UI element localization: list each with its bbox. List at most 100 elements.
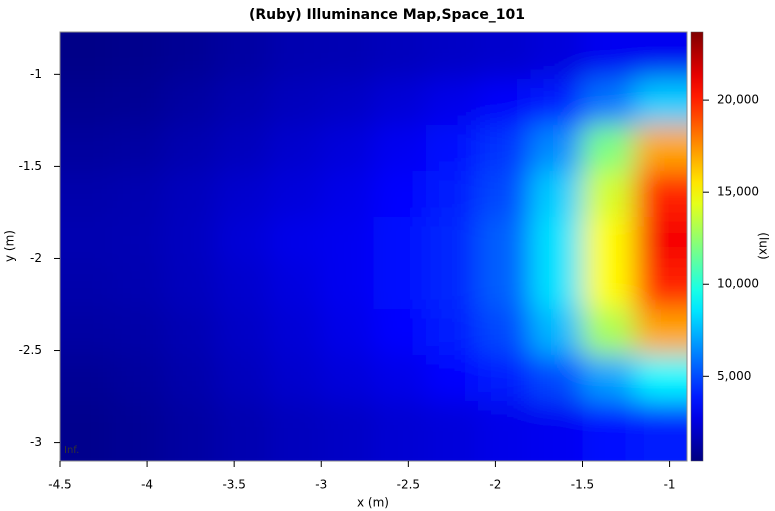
heatmap-cell bbox=[60, 355, 113, 402]
heatmap-cell bbox=[164, 401, 218, 461]
heatmap-cell bbox=[425, 32, 479, 80]
colorbar-tick-label: 5,000 bbox=[717, 369, 751, 383]
colorbar bbox=[690, 31, 704, 462]
heatmap-cell bbox=[582, 355, 636, 402]
heatmap-cell bbox=[478, 217, 531, 264]
x-tick-label: -2 bbox=[489, 478, 501, 492]
heatmap-cell bbox=[321, 124, 374, 172]
heatmap-cell bbox=[164, 78, 218, 126]
heatmap-cell bbox=[634, 263, 687, 310]
heatmap-cell bbox=[530, 32, 583, 80]
heatmap-cell bbox=[582, 309, 636, 356]
y-axis-label: y (m) bbox=[3, 230, 17, 262]
heatmap-cell bbox=[425, 355, 479, 402]
heatmap-cell bbox=[634, 355, 687, 402]
x-axis-label: x (m) bbox=[357, 496, 389, 510]
heatmap-cell bbox=[321, 355, 374, 402]
heatmap-cell bbox=[425, 401, 479, 461]
x-tick-label: -2.5 bbox=[397, 478, 420, 492]
heatmap-cell bbox=[164, 309, 218, 356]
heatmap-cell bbox=[582, 78, 636, 126]
heatmap-cell bbox=[373, 309, 427, 356]
heatmap-cell bbox=[269, 217, 322, 264]
annotation: Inf. bbox=[64, 445, 79, 456]
heatmap-cell bbox=[373, 171, 427, 218]
heatmap-cell bbox=[216, 217, 270, 264]
heatmap-cell bbox=[216, 401, 270, 461]
x-tick-label: -3.5 bbox=[222, 478, 245, 492]
heatmap-cell bbox=[216, 32, 270, 80]
heatmap-cell bbox=[112, 32, 165, 80]
heatmap-cell bbox=[269, 401, 322, 461]
heatmap-cell bbox=[60, 401, 113, 461]
heatmap-cell bbox=[112, 309, 165, 356]
heatmap-cell bbox=[425, 171, 479, 218]
colorbar-tick-label: 20,000 bbox=[717, 93, 759, 107]
heatmap-cell bbox=[634, 309, 687, 356]
heatmap-cell bbox=[60, 171, 113, 218]
heatmap-cell bbox=[112, 78, 165, 126]
heatmap-cell bbox=[582, 217, 636, 264]
heatmap-cell bbox=[60, 309, 113, 356]
heatmap-cell bbox=[582, 401, 636, 461]
heatmap-cell bbox=[425, 263, 479, 310]
x-tick-label: -3 bbox=[315, 478, 327, 492]
heatmap-cell bbox=[373, 217, 427, 264]
heatmap-cell bbox=[216, 124, 270, 172]
heatmap-cell bbox=[634, 124, 687, 172]
heatmap-cell bbox=[216, 171, 270, 218]
plot-frame bbox=[59, 31, 688, 462]
heatmap-cell bbox=[478, 309, 531, 356]
x-tick-label: -4.5 bbox=[48, 478, 71, 492]
heatmap-cells bbox=[60, 32, 687, 461]
heatmap-cell bbox=[634, 217, 687, 264]
heatmap-cell bbox=[478, 263, 531, 310]
heatmap-cell bbox=[373, 263, 427, 310]
heatmap-cell bbox=[112, 171, 165, 218]
heatmap-cell bbox=[373, 401, 427, 461]
chart-title: (Ruby) Illuminance Map,Space_101 bbox=[249, 7, 525, 23]
heatmap-cell bbox=[269, 171, 322, 218]
heatmap-cell bbox=[112, 401, 165, 461]
x-tick-label: -1.5 bbox=[571, 478, 594, 492]
heatmap-cell bbox=[60, 263, 113, 310]
heatmap-cell bbox=[269, 32, 322, 80]
heatmap-cell bbox=[269, 355, 322, 402]
heatmap-cell bbox=[164, 217, 218, 264]
heatmap-cell bbox=[582, 263, 636, 310]
heatmap-cell bbox=[634, 401, 687, 461]
heatmap-cell bbox=[60, 32, 113, 80]
x-tick-label: -4 bbox=[141, 478, 153, 492]
y-tick-label: -2 bbox=[30, 251, 42, 265]
heatmap-cell bbox=[321, 171, 374, 218]
heatmap-cell bbox=[112, 263, 165, 310]
heatmap-cell bbox=[321, 263, 374, 310]
heatmap-cell bbox=[321, 217, 374, 264]
heatmap-cell bbox=[321, 78, 374, 126]
heatmap-cell bbox=[530, 171, 583, 218]
heatmap-cell bbox=[582, 171, 636, 218]
heatmap-cell bbox=[216, 263, 270, 310]
y-tick-label: -1.5 bbox=[19, 159, 42, 173]
heatmap-cell bbox=[478, 124, 531, 172]
heatmap-cell bbox=[530, 124, 583, 172]
heatmap-cell bbox=[164, 355, 218, 402]
heatmap-cell bbox=[530, 401, 583, 461]
heatmap-cell bbox=[164, 124, 218, 172]
heatmap-cell bbox=[530, 263, 583, 310]
heatmap-cell bbox=[478, 401, 531, 461]
heatmap-cell bbox=[112, 355, 165, 402]
heatmap-cell bbox=[112, 124, 165, 172]
heatmap-cell bbox=[269, 309, 322, 356]
heatmap-cell bbox=[321, 309, 374, 356]
heatmap-cell bbox=[321, 32, 374, 80]
heatmap-cell bbox=[530, 309, 583, 356]
y-tick-label: -2.5 bbox=[19, 343, 42, 357]
y-tick-label: -1 bbox=[30, 67, 42, 81]
y-tick-label: -3 bbox=[30, 435, 42, 449]
heatmap-cell bbox=[164, 32, 218, 80]
heatmap-cell bbox=[373, 32, 427, 80]
heatmap-cell bbox=[634, 78, 687, 126]
x-tick-label: -1 bbox=[664, 478, 676, 492]
